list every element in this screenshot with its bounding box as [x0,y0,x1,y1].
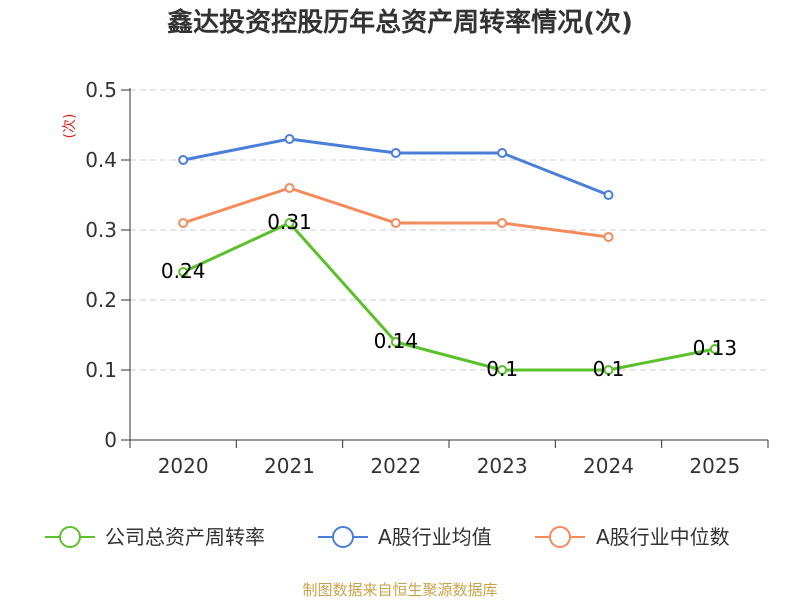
legend-label: A股行业均值 [378,525,492,549]
legend-marker [59,526,81,548]
x-tick-label: 2023 [477,454,528,478]
chart-title: 鑫达投资控股历年总资产周转率情况(次) [167,7,633,38]
series-point-industry-mean [497,148,508,158]
series-point-industry-median [603,232,614,242]
series-point-industry-median [497,218,508,228]
series-point-industry-mean [603,190,614,200]
data-label: 0.31 [267,210,312,234]
x-tick-label: 2020 [158,454,209,478]
series-point-company-turnover [284,218,295,228]
legend-label: 公司总资产周转率 [105,525,265,549]
series-line-industry-mean [181,137,610,197]
series-line-company-turnover [181,221,717,372]
data-label: 0.24 [161,259,206,283]
source-note: 制图数据来自恒生聚源数据库 [302,581,497,599]
series-point-industry-mean [284,134,295,144]
axes: 0 0.1 0.2 0.3 0.4 0.5 2020 2021 2022 2023 2024 2025 [85,78,769,478]
y-tick-label: 0.1 [85,358,117,382]
series-point-company-turnover [603,365,614,375]
data-label: 0.1 [593,357,625,381]
y-tick-label: 0.5 [85,78,117,102]
data-label: 0.14 [374,329,419,353]
legend-item-industry-median[interactable]: A股行业中位数 [535,525,730,549]
series-point-industry-median [284,183,295,193]
x-tick-label: 2022 [370,454,421,478]
series-point-industry-mean [390,148,401,158]
grid-lines [130,89,768,371]
data-label: 0.13 [693,336,738,360]
legend: 公司总资产周转率 A股行业均值 A股行业中位数 [45,525,730,549]
legend-label: A股行业中位数 [596,525,730,549]
x-tick-label: 2021 [264,454,315,478]
series-point-company-turnover [178,267,189,277]
y-tick-label: 0.3 [85,218,117,242]
legend-marker [332,526,354,548]
legend-marker [549,526,571,548]
series-group [178,134,720,375]
y-axis-unit-label: (次) [62,114,78,139]
y-tick-label: 0.4 [85,148,117,172]
legend-item-industry-mean[interactable]: A股行业均值 [318,525,492,549]
data-label: 0.1 [486,357,518,381]
x-tick-label: 2025 [689,454,740,478]
series-point-industry-median [390,218,401,228]
y-tick-label: 0 [104,428,117,452]
series-point-company-turnover [497,365,508,375]
series-point-company-turnover [709,344,720,354]
data-labels: 0.24 0.31 0.14 0.1 0.1 0.13 [161,210,737,381]
y-tick-label: 0.2 [85,288,117,312]
series-point-company-turnover [390,337,401,347]
legend-item-company-turnover[interactable]: 公司总资产周转率 [45,525,265,549]
series-point-industry-mean [178,155,189,165]
x-tick-label: 2024 [583,454,634,478]
series-point-industry-median [178,218,189,228]
